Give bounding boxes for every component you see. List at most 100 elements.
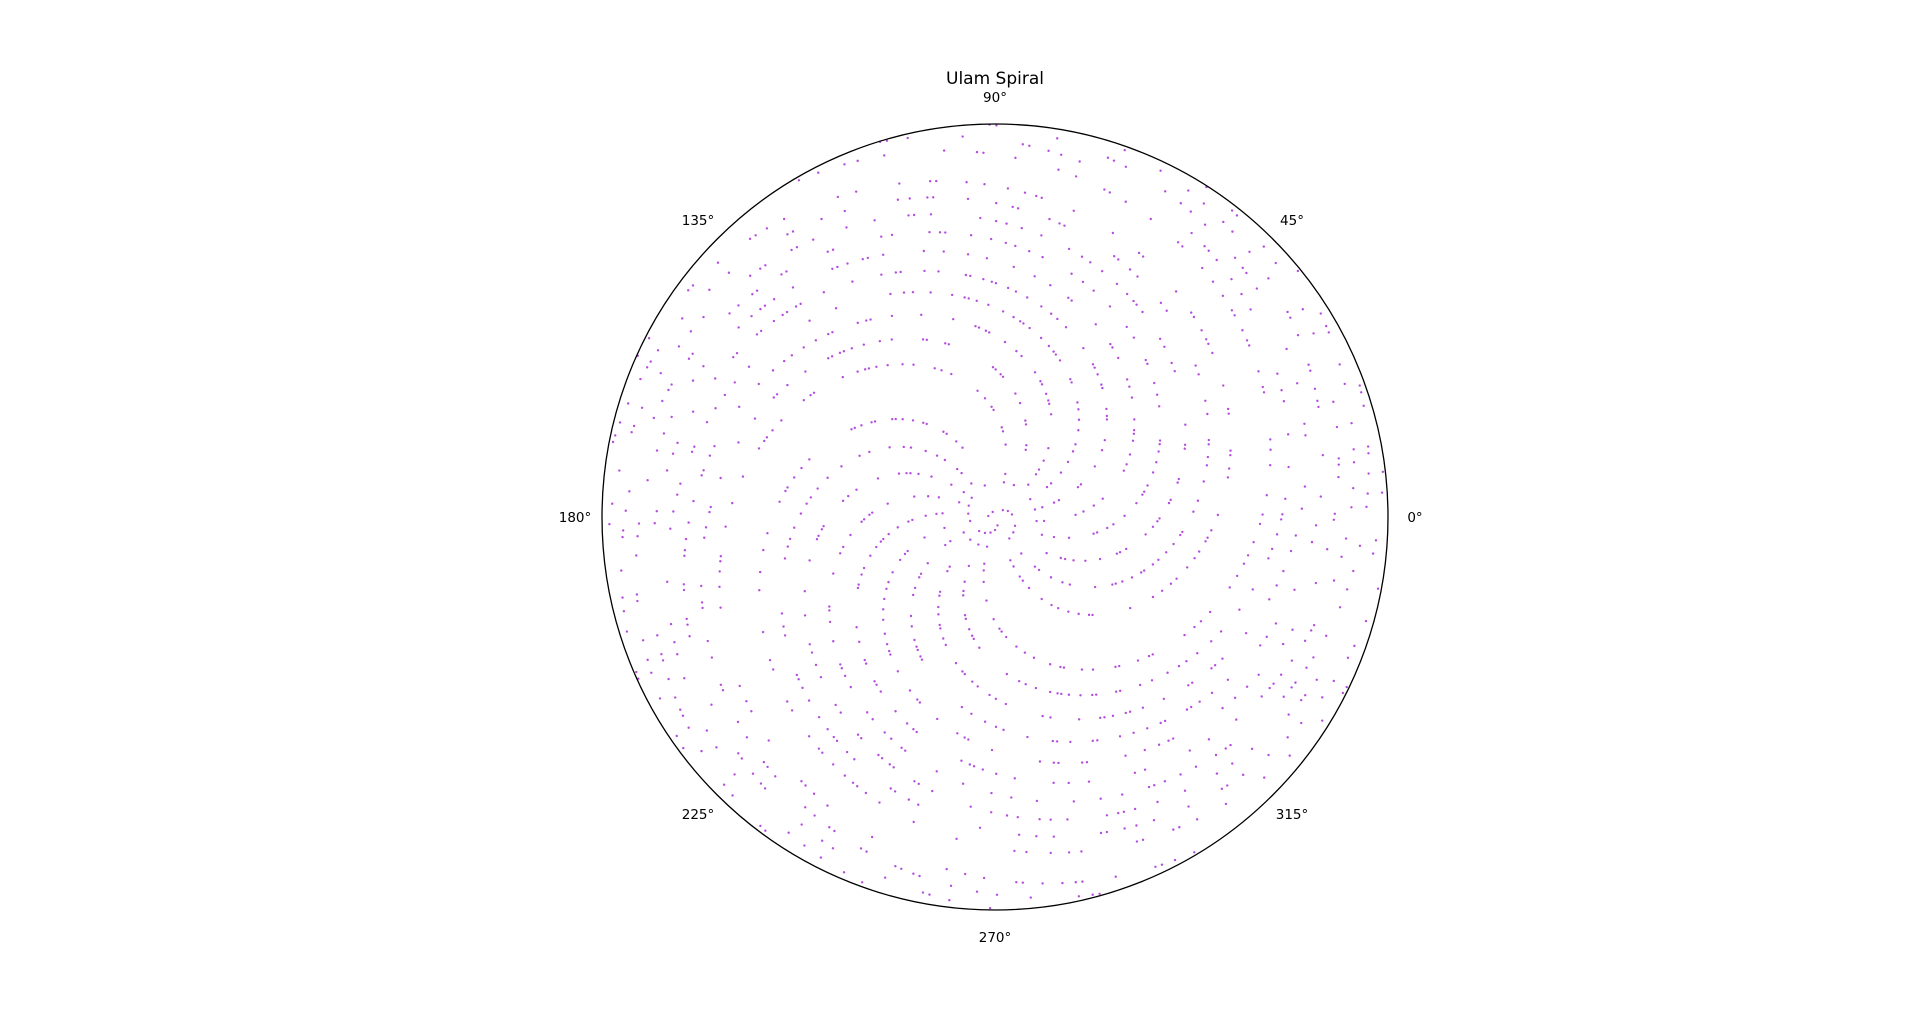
prime-point (767, 739, 770, 742)
prime-point (1294, 534, 1298, 537)
prime-point (771, 429, 774, 432)
prime-point (762, 760, 766, 764)
prime-point (1219, 630, 1223, 633)
prime-point (1193, 556, 1196, 560)
prime-point (963, 296, 966, 299)
prime-point (902, 291, 906, 294)
prime-point (670, 383, 673, 386)
prime-point (891, 571, 894, 574)
prime-point (800, 466, 803, 470)
prime-point (1057, 499, 1061, 502)
prime-point (921, 338, 925, 341)
prime-point (1325, 324, 1328, 328)
prime-point (1062, 666, 1066, 669)
prime-point (808, 643, 811, 646)
prime-point (945, 867, 948, 871)
prime-point (793, 476, 796, 479)
prime-point (1290, 686, 1293, 689)
prime-point (1089, 261, 1092, 264)
prime-point (708, 510, 711, 514)
prime-point (1332, 579, 1336, 582)
prime-point (1027, 249, 1031, 253)
prime-point (649, 360, 652, 363)
prime-point (978, 826, 982, 830)
prime-point (768, 658, 772, 662)
prime-point (994, 725, 998, 729)
prime-point (1096, 739, 1099, 742)
prime-point (1132, 429, 1136, 432)
prime-point (968, 519, 972, 523)
prime-point (1118, 689, 1122, 693)
theta-tick-label: 135° (682, 213, 715, 229)
prime-point (821, 751, 824, 754)
prime-point (930, 475, 933, 478)
prime-point (755, 333, 759, 336)
prime-point (705, 420, 709, 424)
prime-point (902, 445, 905, 449)
prime-point (922, 421, 925, 425)
prime-point (1100, 269, 1104, 273)
prime-point (985, 599, 988, 602)
prime-point (1248, 250, 1251, 253)
prime-point (851, 781, 855, 784)
prime-point (635, 593, 639, 596)
prime-point (1332, 679, 1336, 683)
prime-point (1139, 571, 1143, 574)
prime-point (1233, 256, 1237, 260)
prime-point (803, 844, 806, 847)
prime-point (990, 748, 994, 752)
prime-point (938, 231, 942, 234)
prime-point (1017, 679, 1021, 683)
prime-point (865, 711, 869, 714)
prime-point (1167, 739, 1170, 742)
prime-point (888, 446, 891, 449)
prime-point (1282, 569, 1285, 573)
prime-point (1099, 831, 1103, 835)
prime-point (941, 512, 944, 515)
prime-point (943, 526, 946, 530)
prime-point (925, 338, 929, 342)
prime-point (1123, 148, 1126, 152)
prime-point (710, 703, 713, 706)
prime-point (850, 347, 854, 350)
prime-point (923, 269, 926, 273)
prime-point (1314, 524, 1318, 527)
prime-point (1071, 450, 1075, 453)
prime-point (1170, 361, 1173, 365)
prime-point (1061, 581, 1064, 584)
prime-point (765, 227, 769, 230)
prime-point (894, 417, 897, 421)
prime-point (834, 703, 837, 707)
prime-point (935, 179, 938, 183)
prime-point (620, 569, 623, 572)
prime-point (1041, 255, 1044, 259)
prime-point (785, 270, 788, 273)
prime-point (1060, 692, 1063, 696)
prime-point (795, 246, 799, 249)
prime-point (655, 510, 658, 513)
prime-point (1313, 387, 1317, 390)
prime-point (1029, 896, 1032, 899)
prime-point (1332, 518, 1336, 521)
prime-point (841, 499, 845, 503)
prime-point (869, 554, 872, 557)
prime-point (928, 893, 931, 896)
prime-point (972, 765, 976, 768)
prime-point (965, 181, 968, 184)
prime-point (994, 697, 998, 701)
prime-point (625, 630, 629, 633)
prime-point (787, 831, 790, 834)
prime-point (1321, 719, 1324, 722)
prime-point (1124, 754, 1127, 757)
prime-point (1040, 597, 1043, 601)
prime-point (1057, 761, 1060, 765)
prime-point (1004, 472, 1007, 476)
prime-point (1108, 191, 1112, 194)
prime-point (1117, 356, 1120, 360)
prime-point (840, 667, 843, 670)
prime-point (871, 511, 874, 514)
prime-point (782, 217, 786, 221)
prime-point (942, 637, 945, 640)
prime-point (1067, 693, 1071, 696)
prime-point (1210, 529, 1213, 532)
